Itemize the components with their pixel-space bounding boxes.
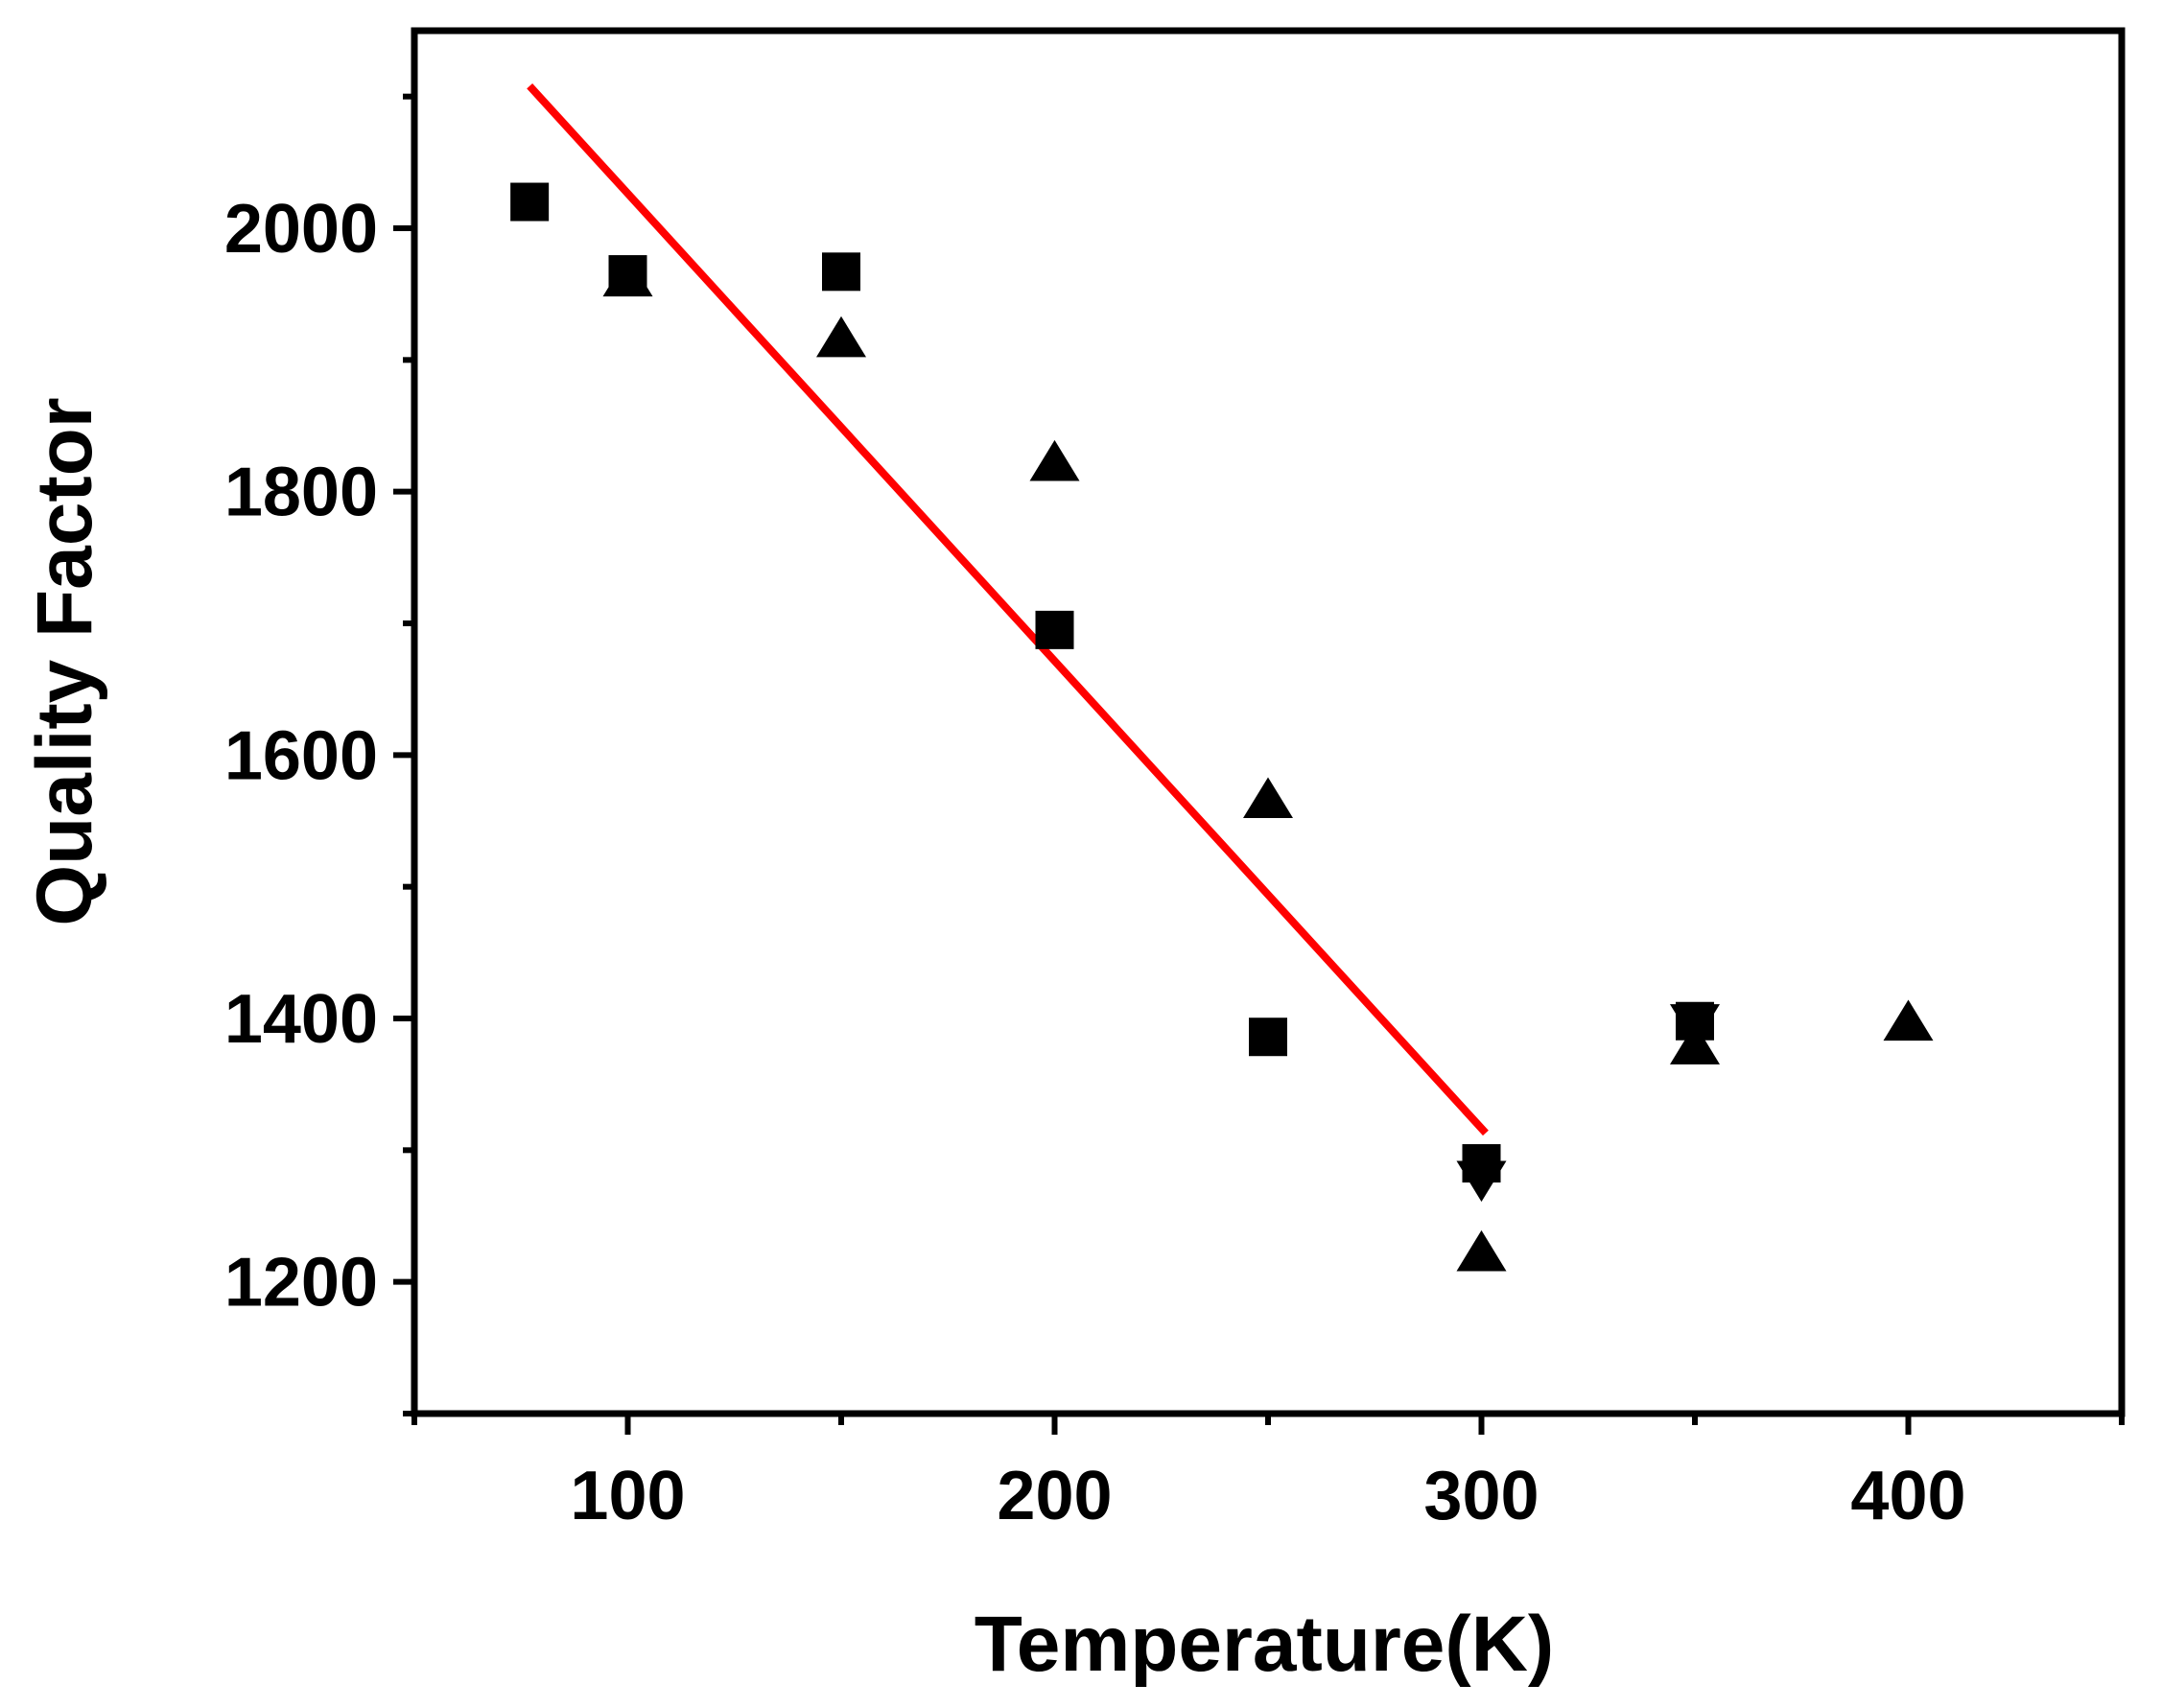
triangle-up-point xyxy=(1456,1229,1507,1272)
triangle-up-point xyxy=(816,316,866,358)
y-axis-title: Quality Factor xyxy=(21,397,108,925)
y-tick-label: 1200 xyxy=(224,1245,378,1322)
y-tick-label: 1600 xyxy=(224,717,378,794)
x-axis-title: Temperature(K) xyxy=(975,1601,1554,1688)
y-tick-label: 1800 xyxy=(224,455,378,531)
triangle-down-point xyxy=(1456,1160,1507,1203)
y-axis-ticks xyxy=(393,93,414,1416)
square-point xyxy=(822,252,860,292)
square-point xyxy=(1249,1018,1287,1057)
x-tick-label: 100 xyxy=(570,1458,685,1534)
triangle-up-point xyxy=(1883,999,1934,1041)
x-tick-label: 300 xyxy=(1423,1458,1539,1534)
triangle-up-point xyxy=(602,255,653,297)
data-points-layer xyxy=(510,182,1934,1272)
y-tick-label: 2000 xyxy=(224,191,378,268)
triangle-up-point xyxy=(1243,777,1293,819)
fit-line-layer xyxy=(527,82,1489,1136)
square-point xyxy=(510,182,550,222)
square-point xyxy=(1035,610,1074,649)
x-axis-tick-labels: 100 200 300 400 xyxy=(570,1458,1965,1534)
y-tick-label: 1400 xyxy=(224,981,378,1058)
x-axis-ticks xyxy=(411,1414,2125,1435)
triangle-down-point xyxy=(1670,1004,1720,1045)
fit-line xyxy=(527,82,1489,1136)
x-tick-label: 200 xyxy=(997,1458,1112,1534)
y-axis-tick-labels: 1200 1400 1600 1800 2000 xyxy=(224,191,378,1322)
x-tick-label: 400 xyxy=(1850,1458,1965,1534)
triangle-up-point xyxy=(1029,439,1080,481)
